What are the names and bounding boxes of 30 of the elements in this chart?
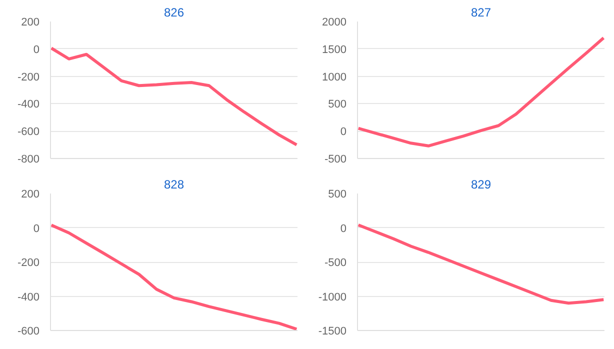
y-tick-label: 2000	[322, 16, 347, 28]
y-tick-label: -400	[17, 291, 40, 304]
y-tick-label: 200	[21, 188, 40, 200]
chart-title: 829	[470, 178, 492, 192]
y-tick-label: -1500	[318, 326, 347, 338]
y-tick-label: 0	[340, 126, 347, 138]
y-tick-label: 500	[328, 98, 347, 111]
chart-title: 827	[470, 6, 492, 20]
y-tick-label: 1500	[322, 44, 347, 56]
y-tick-label: -500	[324, 257, 347, 269]
chart-title: 826	[164, 6, 184, 20]
y-tick-label: -600	[17, 326, 40, 338]
line-series	[50, 224, 298, 330]
y-tick-label: -600	[17, 126, 40, 138]
y-tick-label: 500	[328, 188, 347, 200]
y-tick-label: -800	[17, 154, 40, 166]
y-tick-label: 1000	[322, 71, 347, 84]
y-tick-label: 0	[340, 222, 347, 235]
y-tick-label: 200	[21, 16, 40, 28]
y-tick-label: -1000	[318, 291, 347, 304]
y-tick-label: -200	[17, 257, 40, 269]
y-tick-label: -200	[17, 71, 40, 84]
y-tick-label: 0	[33, 44, 40, 56]
chart-title: 828	[164, 178, 184, 192]
line-series	[50, 46, 298, 146]
y-tick-label: -500	[324, 154, 347, 166]
y-tick-label: -400	[17, 98, 40, 111]
y-tick-label: 0	[33, 222, 40, 235]
line-series	[358, 224, 604, 305]
line-series	[358, 36, 604, 148]
